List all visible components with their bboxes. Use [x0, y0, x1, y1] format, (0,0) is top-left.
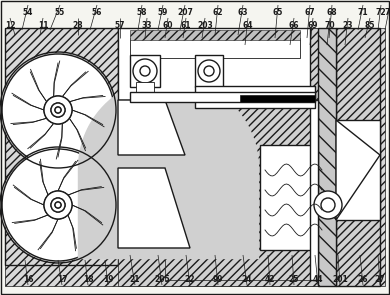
Text: 69: 69	[308, 21, 318, 30]
Polygon shape	[118, 100, 185, 155]
Text: 28: 28	[73, 21, 83, 30]
Text: 16: 16	[23, 275, 33, 284]
Polygon shape	[5, 28, 140, 265]
Text: 11: 11	[38, 21, 48, 30]
Text: 55: 55	[55, 8, 65, 17]
Bar	[240, 95, 315, 102]
Bar	[130, 55, 160, 87]
Text: 70: 70	[325, 21, 335, 30]
Bar	[165, 100, 320, 280]
Bar	[136, 82, 154, 96]
Text: 65: 65	[273, 8, 283, 17]
Circle shape	[44, 191, 72, 219]
Text: 23: 23	[343, 21, 353, 30]
Circle shape	[4, 56, 112, 164]
Text: 61: 61	[181, 21, 191, 30]
Circle shape	[204, 66, 214, 76]
Text: 17: 17	[57, 275, 67, 284]
Text: 58: 58	[137, 8, 147, 17]
Polygon shape	[118, 168, 190, 248]
Text: 12: 12	[5, 21, 15, 30]
Circle shape	[1, 148, 115, 262]
Text: 207: 207	[177, 8, 193, 17]
Circle shape	[44, 191, 72, 219]
Text: 26: 26	[358, 275, 368, 284]
Circle shape	[55, 202, 61, 208]
Circle shape	[2, 54, 114, 166]
Bar	[118, 28, 380, 286]
Text: 63: 63	[238, 8, 248, 17]
Text: 56: 56	[92, 8, 102, 17]
Text: 66: 66	[289, 21, 299, 30]
Text: 71: 71	[358, 8, 368, 17]
Bar	[310, 100, 318, 280]
Text: 27: 27	[375, 275, 385, 284]
Circle shape	[4, 151, 112, 259]
Bar	[130, 30, 300, 40]
Circle shape	[133, 59, 157, 83]
Text: 64: 64	[243, 21, 253, 30]
Bar	[118, 28, 310, 100]
Circle shape	[2, 149, 114, 261]
Text: 54: 54	[23, 8, 33, 17]
Bar	[195, 55, 223, 87]
Circle shape	[198, 60, 220, 82]
Text: 201: 201	[332, 275, 348, 284]
Text: 205: 205	[154, 275, 170, 284]
Bar	[260, 145, 328, 250]
Text: 68: 68	[327, 8, 337, 17]
Circle shape	[55, 107, 61, 113]
Text: 72: 72	[376, 8, 386, 17]
Circle shape	[44, 96, 72, 124]
Circle shape	[51, 103, 65, 117]
Text: 57: 57	[115, 21, 125, 30]
Text: 203: 203	[197, 21, 213, 30]
Circle shape	[44, 96, 72, 124]
Text: 60: 60	[163, 21, 173, 30]
Text: 42: 42	[265, 275, 275, 284]
Circle shape	[321, 198, 335, 212]
Text: 18: 18	[83, 275, 93, 284]
Text: 44: 44	[313, 275, 323, 284]
Bar	[336, 120, 380, 220]
Text: 22: 22	[185, 275, 195, 284]
Bar	[5, 28, 385, 286]
Text: 59: 59	[158, 8, 168, 17]
Polygon shape	[336, 120, 380, 220]
Bar	[336, 28, 380, 286]
Bar	[318, 28, 336, 286]
Circle shape	[55, 107, 61, 113]
Text: 21: 21	[130, 275, 140, 284]
Text: 24: 24	[242, 275, 252, 284]
Text: 33: 33	[142, 21, 152, 30]
Text: 99: 99	[213, 275, 223, 284]
Circle shape	[51, 198, 65, 212]
Text: 62: 62	[213, 8, 223, 17]
Text: 85: 85	[365, 21, 375, 30]
Text: 19: 19	[103, 275, 113, 284]
Circle shape	[51, 103, 65, 117]
Bar	[130, 38, 300, 58]
Circle shape	[140, 66, 150, 76]
Circle shape	[1, 53, 115, 167]
Circle shape	[51, 198, 65, 212]
Text: 73: 73	[385, 8, 390, 17]
Text: 25: 25	[289, 275, 299, 284]
Bar	[195, 86, 315, 108]
Circle shape	[314, 191, 342, 219]
Circle shape	[55, 202, 61, 208]
Text: 67: 67	[305, 8, 315, 17]
Bar	[130, 92, 315, 102]
